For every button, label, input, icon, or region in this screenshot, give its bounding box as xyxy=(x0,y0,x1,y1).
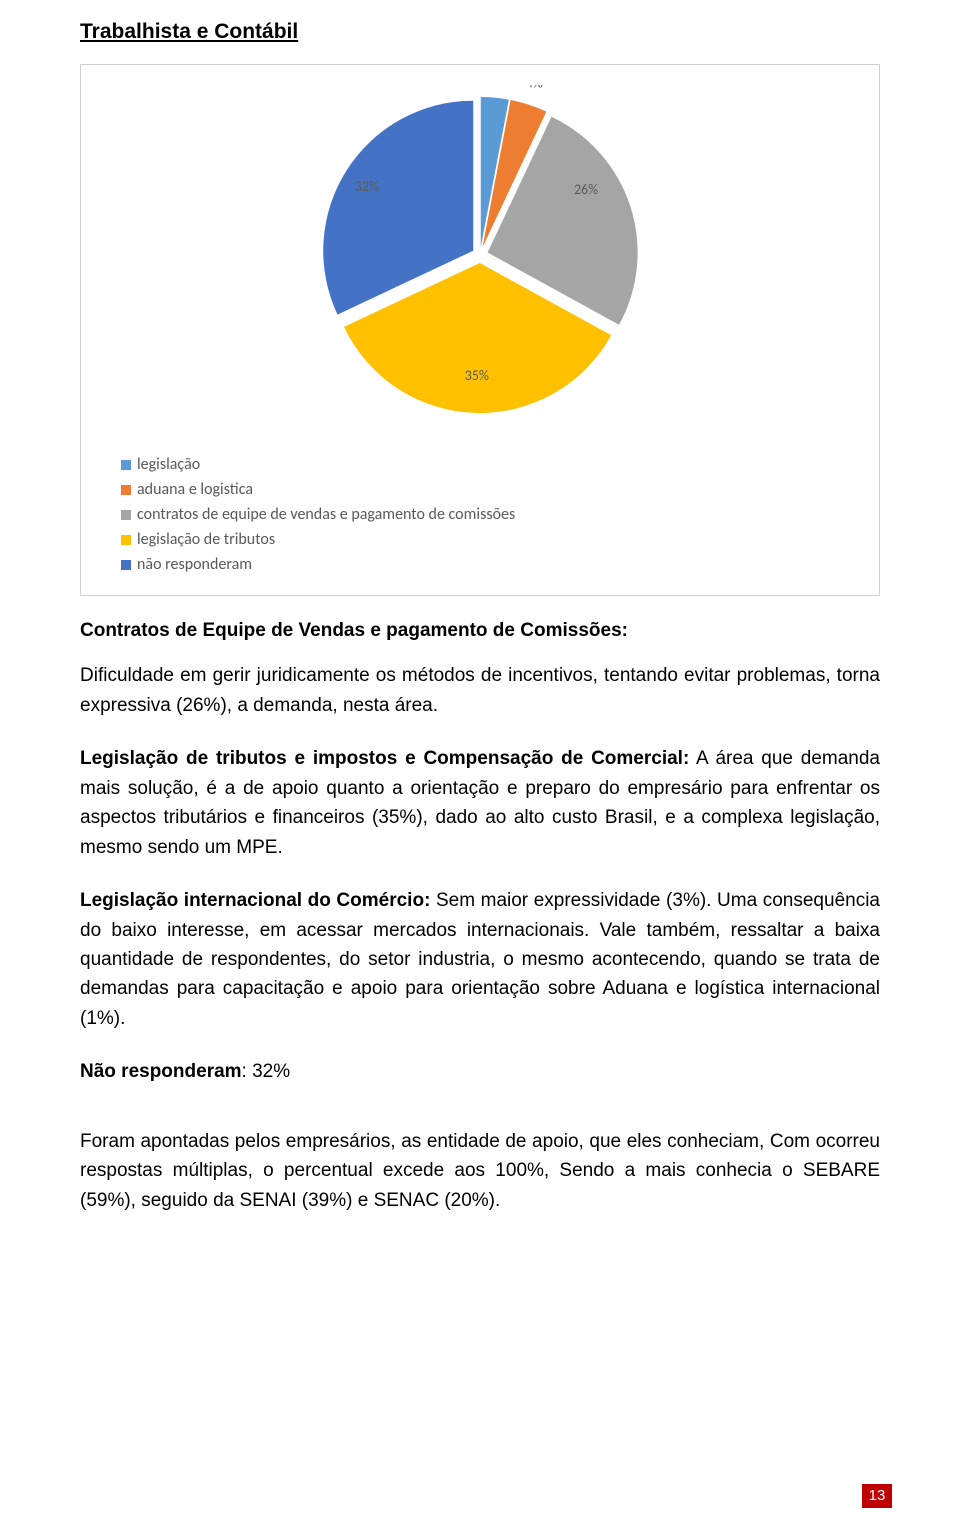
p4-body: : 32% xyxy=(242,1061,291,1082)
legend-item: aduana e logistica xyxy=(121,480,859,499)
paragraph-4: Não responderam: 32% xyxy=(80,1057,880,1086)
pie-slice-label: 32% xyxy=(355,178,379,195)
chart-container: 3%4%26%35%32% legislaçãoaduana e logisti… xyxy=(80,64,880,596)
legend-item: legislação xyxy=(121,455,859,474)
pie-chart-wrap: 3%4%26%35%32% xyxy=(101,85,859,435)
legend-label: legislação xyxy=(137,455,200,474)
legend-swatch xyxy=(121,510,131,520)
legend-label: legislação de tributos xyxy=(137,530,275,549)
legend-swatch xyxy=(121,535,131,545)
legend-label: contratos de equipe de vendas e pagament… xyxy=(137,505,515,524)
legend-item: contratos de equipe de vendas e pagament… xyxy=(121,505,859,524)
p1-body: Dificuldade em gerir juridicamente os mé… xyxy=(80,661,880,720)
paragraph-5: Foram apontadas pelos empresários, as en… xyxy=(80,1127,880,1215)
body-text: Contratos de Equipe de Vendas e pagament… xyxy=(80,616,880,1215)
legend-label: não responderam xyxy=(137,555,252,574)
chart-legend: legislação aduana e logistica contratos de… xyxy=(101,455,859,574)
pie-chart: 3%4%26%35%32% xyxy=(180,85,780,435)
legend-item: não responderam xyxy=(121,555,859,574)
legend-item: legislação de tributos xyxy=(121,530,859,549)
pie-slice-label: 35% xyxy=(465,367,489,384)
paragraph-1: Contratos de Equipe de Vendas e pagament… xyxy=(80,616,880,645)
pie-slice-label: 4% xyxy=(526,85,543,92)
p2-lead: Legislação de tributos e impostos e Comp… xyxy=(80,748,689,769)
paragraph-3: Legislação internacional do Comércio: Se… xyxy=(80,886,880,1033)
section-title: Trabalhista e Contábil xyxy=(80,20,880,44)
pie-slice-label: 26% xyxy=(574,181,598,198)
p4-lead: Não responderam xyxy=(80,1061,242,1082)
page-number: 13 xyxy=(862,1484,892,1508)
p3-lead: Legislação internacional do Comércio: xyxy=(80,890,430,911)
legend-swatch xyxy=(121,560,131,570)
legend-swatch xyxy=(121,460,131,470)
legend-swatch xyxy=(121,485,131,495)
paragraph-2: Legislação de tributos e impostos e Comp… xyxy=(80,744,880,862)
p1-lead: Contratos de Equipe de Vendas e pagament… xyxy=(80,620,628,641)
legend-label: aduana e logistica xyxy=(137,480,253,499)
